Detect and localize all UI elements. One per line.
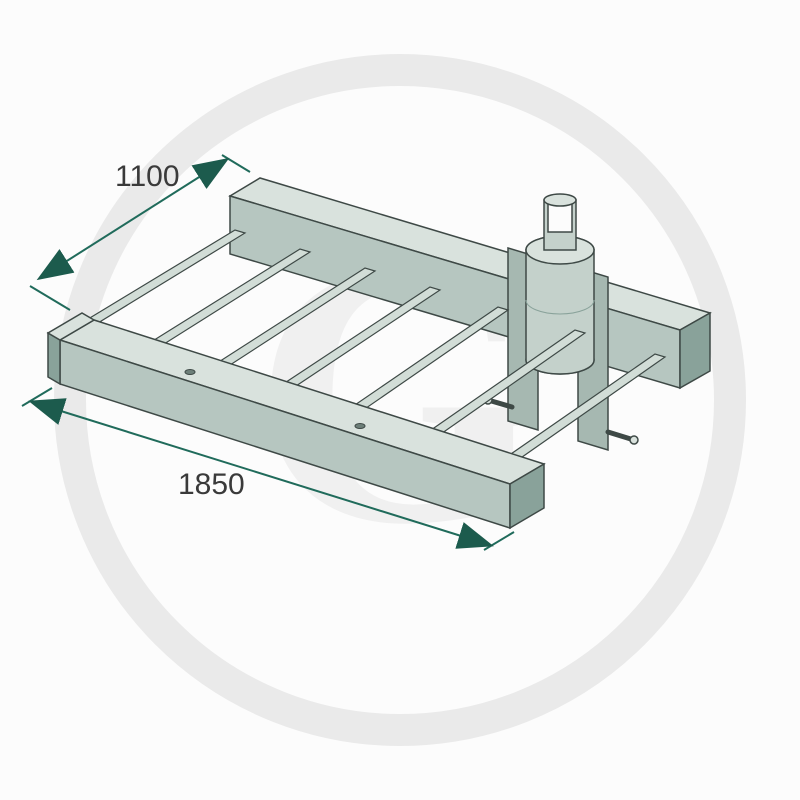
dimension-width-label: 1100 bbox=[115, 160, 180, 194]
frame-drawing bbox=[0, 0, 800, 800]
rear-beam bbox=[230, 178, 710, 388]
front-beam bbox=[48, 313, 544, 528]
diagram-canvas: G bbox=[0, 0, 800, 800]
dimension-length-label: 1850 bbox=[178, 468, 245, 502]
